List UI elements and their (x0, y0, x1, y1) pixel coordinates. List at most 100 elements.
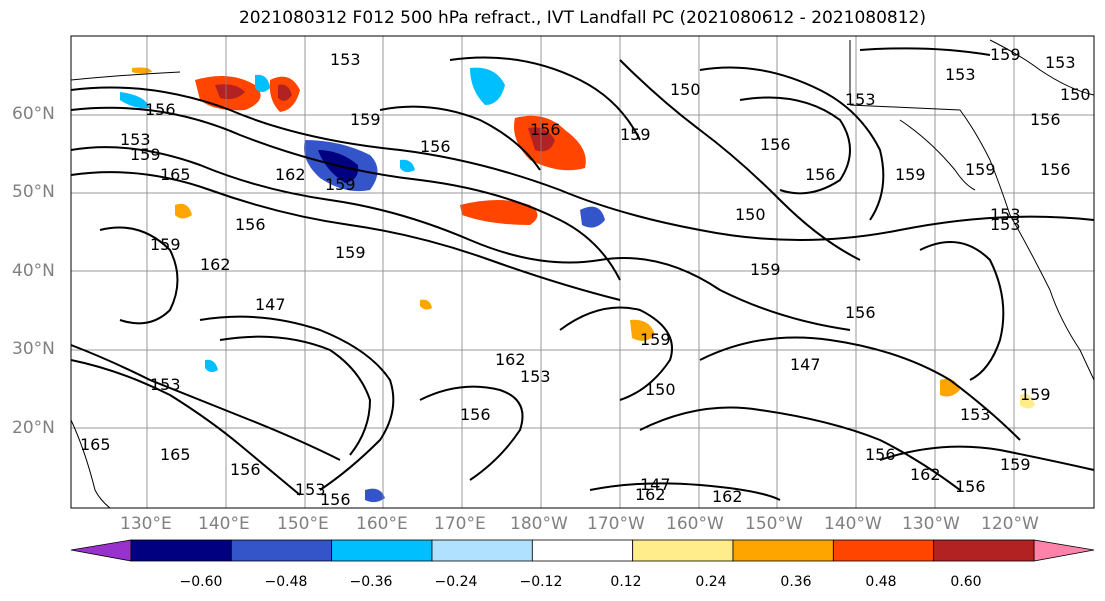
colorbar-segment (832, 539, 935, 562)
lat-label: 40°N (12, 261, 55, 281)
lat-label: 60°N (12, 104, 55, 124)
contour-label: 153 (990, 215, 1021, 234)
lon-label: 150°W (745, 514, 803, 534)
contour-label: 159 (620, 125, 651, 144)
contour-label: 162 (200, 255, 231, 274)
contour-label: 159 (1020, 385, 1051, 404)
lon-label: 150°E (277, 514, 329, 534)
map-frame (70, 35, 1095, 509)
contour-label: 153 (120, 130, 151, 149)
contour-label: 165 (160, 445, 191, 464)
contour-label: 150 (1060, 85, 1091, 104)
contour-label: 156 (1030, 110, 1061, 129)
lon-label: 140°E (198, 514, 250, 534)
contour-label: 147 (790, 355, 821, 374)
contour-label: 159 (1000, 455, 1031, 474)
lat-label: 30°N (12, 339, 55, 359)
colorbar-tick: 0.48 (865, 574, 897, 590)
lon-label: 170°E (434, 514, 486, 534)
lon-label: 180°W (510, 514, 568, 534)
contour-labels: 153 156 159 153 156 159 156 159 150 156 … (80, 45, 1091, 509)
contour-label: 156 (320, 490, 351, 509)
map-title: 2021080312 F012 500 hPa refract., IVT La… (238, 8, 926, 28)
contour-label: 159 (895, 165, 926, 184)
coastlines (70, 39, 1095, 509)
lon-label: 130°W (902, 514, 960, 534)
lon-label: 140°W (824, 514, 882, 534)
contour-label: 153 (960, 405, 991, 424)
contour-label: 153 (520, 367, 551, 386)
colorbar-tick: 0.12 (610, 574, 642, 590)
contour-label: 162 (910, 465, 941, 484)
contour-label: 156 (955, 477, 986, 496)
contour-label: 162 (635, 485, 666, 504)
contour-label: 150 (645, 380, 676, 399)
contour-label: 153 (990, 205, 1021, 224)
contour-label: 147 (255, 295, 286, 314)
colorbar-tick: −0.24 (434, 574, 478, 590)
contour-label: 153 (330, 50, 361, 69)
colorbar-min-arrow (70, 539, 132, 562)
contour-label: 150 (735, 205, 766, 224)
contour-label: 162 (712, 487, 743, 506)
colorbar-tick: −0.36 (349, 574, 393, 590)
colorbar-segment (130, 539, 232, 562)
colorbar-max-arrow (1033, 539, 1095, 562)
contour-label: 156 (530, 120, 561, 139)
contour-label: 156 (760, 135, 791, 154)
colorbar-tick: 0.24 (695, 574, 727, 590)
contour-label: 153 (845, 90, 876, 109)
contour-label: 156 (1040, 160, 1071, 179)
contour-label: 159 (150, 235, 181, 254)
graticule (71, 36, 1094, 508)
contour-label: 150 (670, 80, 701, 99)
colorbar-segment (230, 539, 333, 562)
contour-label: 156 (235, 215, 266, 234)
lon-label: 120°W (981, 514, 1039, 534)
lat-label: 20°N (12, 418, 55, 438)
colorbar-segment (331, 539, 433, 562)
contour-label: 159 (130, 145, 161, 164)
anomaly-shading (120, 67, 1035, 503)
contour-label: 153 (295, 480, 326, 499)
colorbar-tick: −0.60 (179, 574, 223, 590)
contour-label: 159 (965, 160, 996, 179)
contour-label: 159 (750, 260, 781, 279)
contour-label: 159 (335, 243, 366, 262)
contour-label: 159 (325, 175, 356, 194)
contour-label: 156 (845, 303, 876, 322)
refractivity-contours (70, 47, 1095, 501)
contour-label: 147 (640, 475, 671, 494)
colorbar-tick: −0.12 (519, 574, 563, 590)
lon-label: 130°E (120, 514, 172, 534)
colorbar-segment (933, 539, 1035, 562)
lon-label: 160°E (356, 514, 408, 534)
colorbar-segment (431, 539, 533, 562)
contour-label: 162 (275, 165, 306, 184)
contour-label: 156 (145, 100, 176, 119)
contour-label: 159 (350, 110, 381, 129)
contour-label: 162 (495, 350, 526, 369)
contour-label: 156 (805, 165, 836, 184)
lat-label: 50°N (12, 182, 55, 202)
colorbar-tick: 0.36 (780, 574, 812, 590)
lon-label: 170°W (587, 514, 645, 534)
contour-label: 153 (150, 375, 181, 394)
colorbar-segment (732, 539, 834, 562)
contour-label: 156 (460, 405, 491, 424)
lon-label: 160°W (666, 514, 724, 534)
colorbar-tick: −0.48 (264, 574, 308, 590)
colorbar-segment (632, 539, 734, 562)
contour-label: 165 (160, 165, 191, 184)
contour-label: 153 (945, 65, 976, 84)
contour-label: 156 (865, 445, 896, 464)
contour-label: 156 (230, 460, 261, 479)
colorbar-tick: 0.60 (950, 574, 982, 590)
colorbar-segment (531, 539, 634, 562)
contour-label: 165 (80, 435, 111, 454)
contour-label: 153 (1045, 53, 1076, 72)
contour-label: 159 (640, 330, 671, 349)
contour-label: 156 (420, 137, 451, 156)
contour-label: 159 (990, 45, 1021, 64)
